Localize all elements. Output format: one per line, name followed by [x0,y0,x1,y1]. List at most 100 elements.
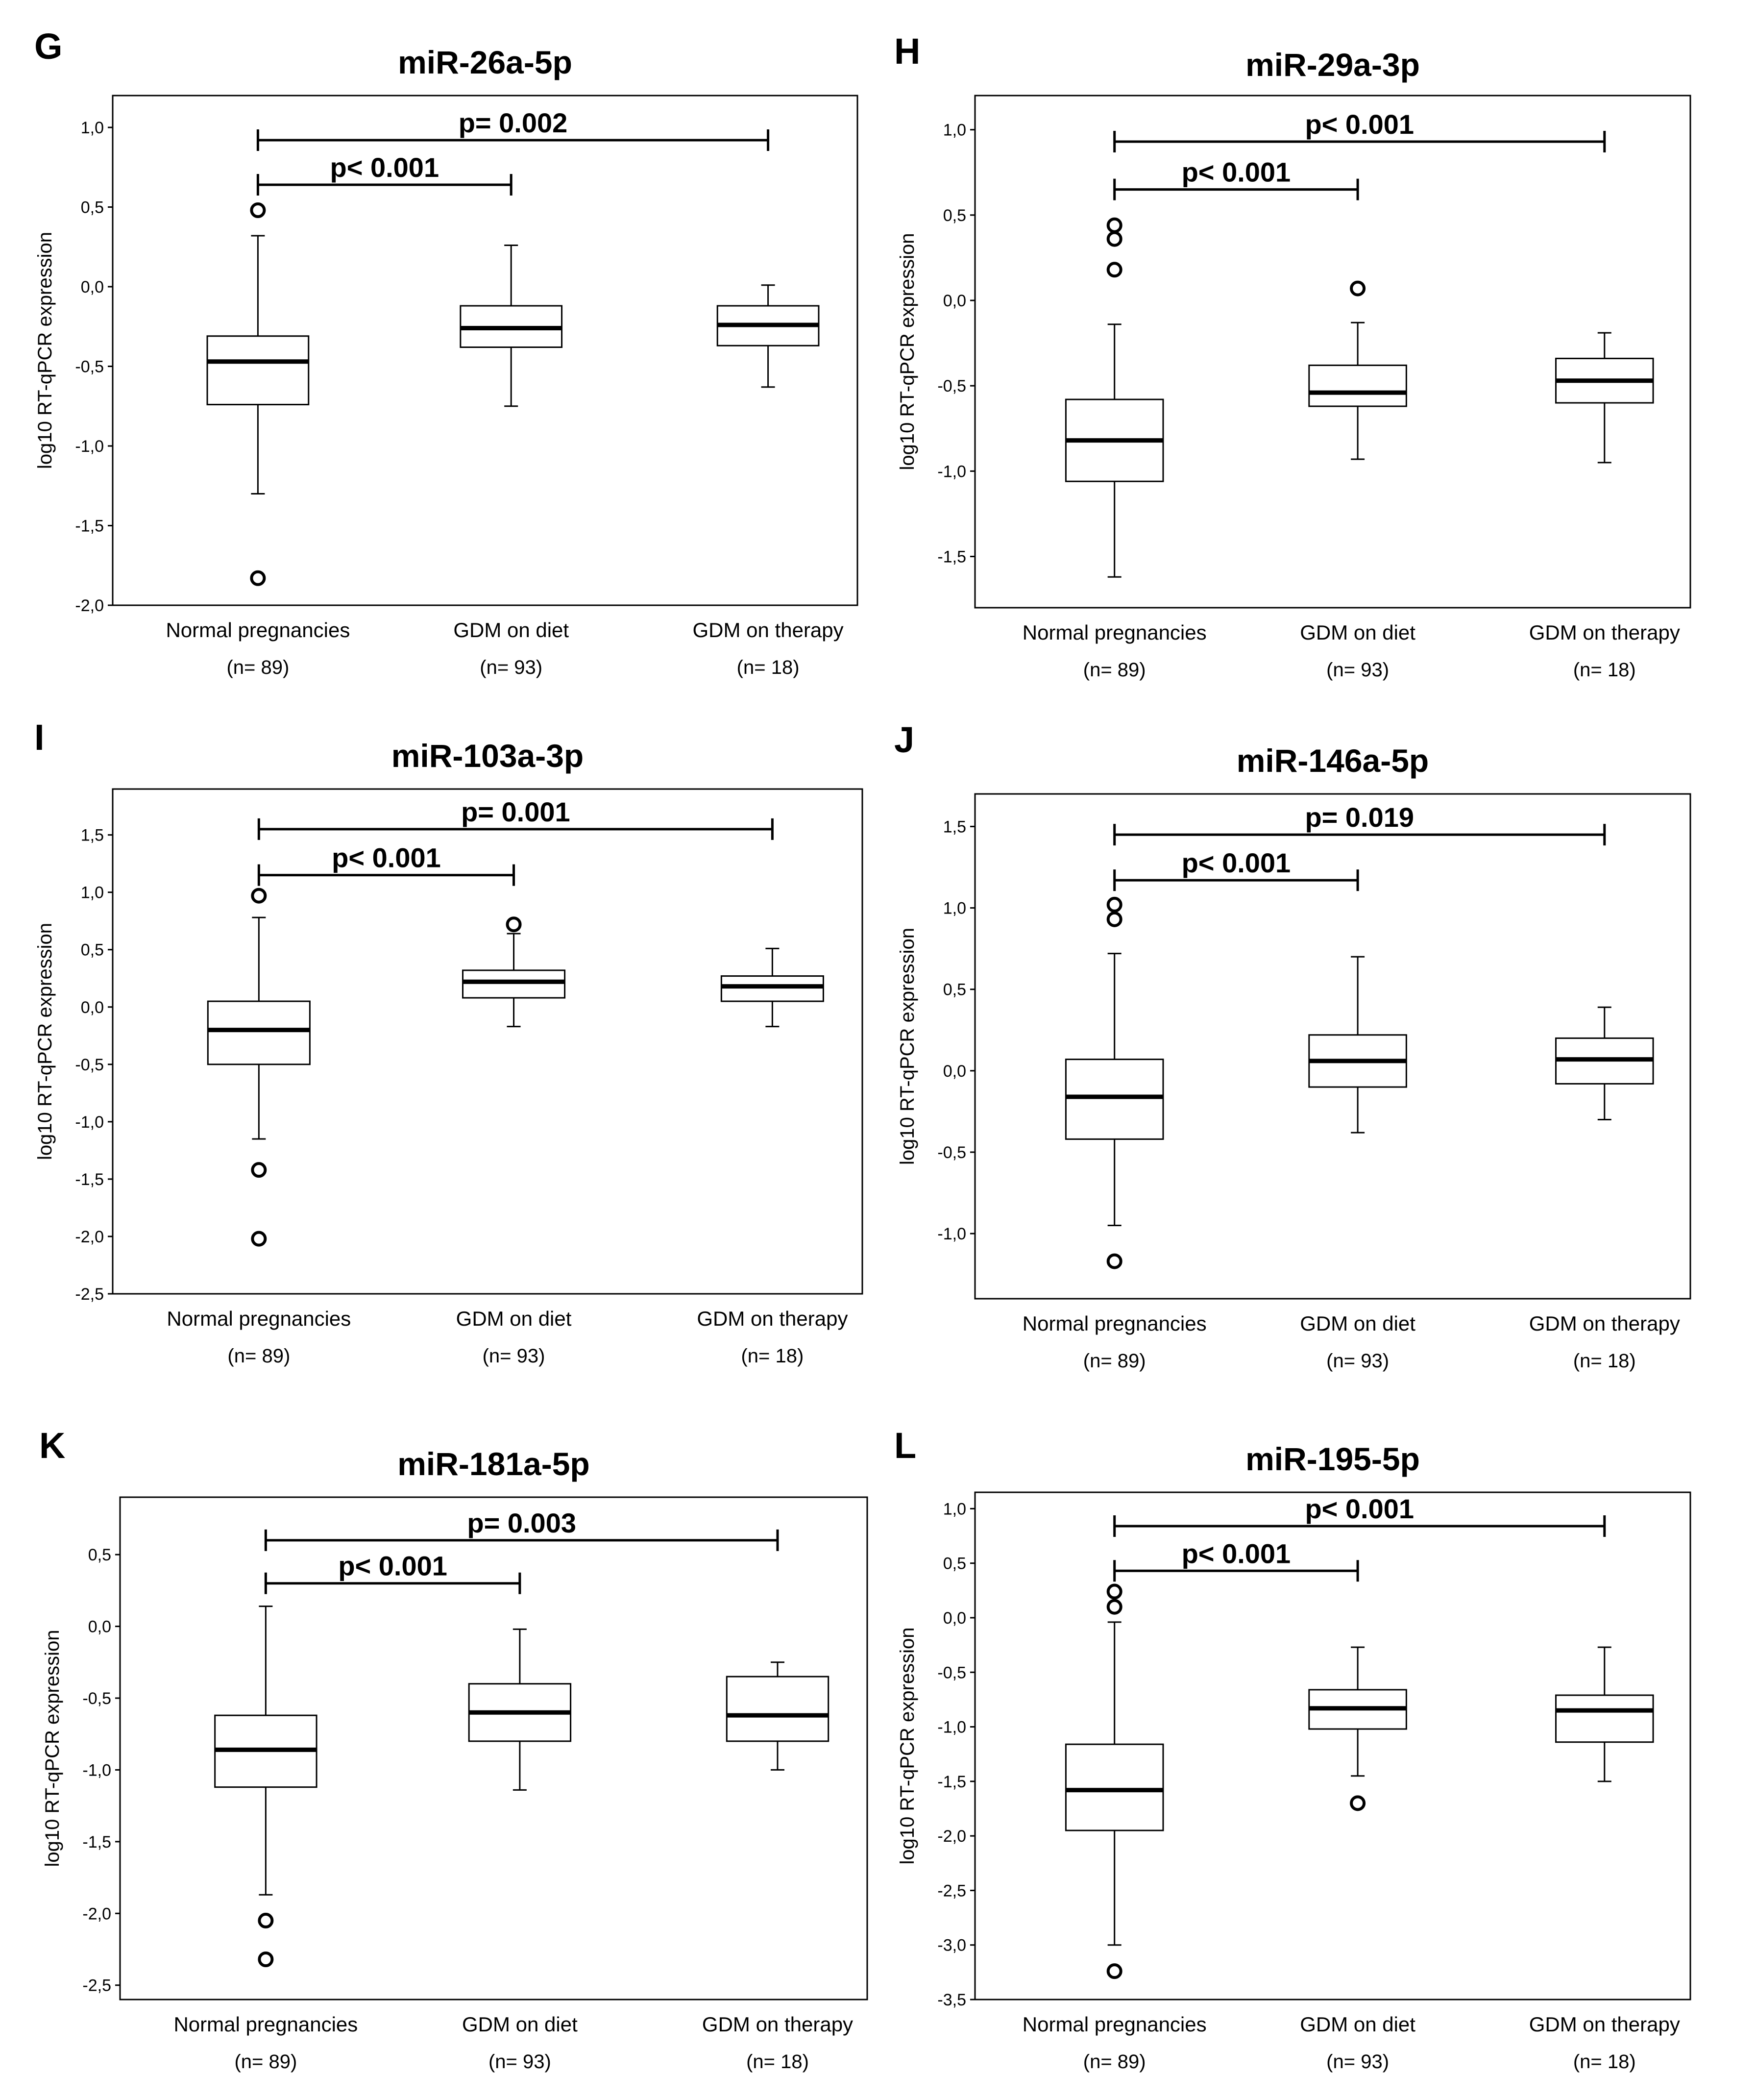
x-sample-size-label: (n= 18) [741,1345,804,1367]
x-sample-size-label: (n= 18) [1573,659,1636,681]
y-tick-label: -3,0 [937,1936,966,1955]
y-tick-label: -1,5 [75,517,104,536]
y-tick-label: -3,5 [937,1991,966,2009]
x-category-label: GDM on therapy [1529,621,1680,644]
x-category-label: GDM on therapy [1529,1312,1680,1335]
outlier-point [250,570,266,586]
x-sample-size-label: (n= 18) [1573,1350,1636,1372]
y-tick-label: 1,0 [943,899,966,918]
outlier-point [1106,217,1122,233]
y-tick-label: 0,5 [81,941,104,960]
iqr-box [1065,1059,1164,1140]
y-tick-label: -2,5 [937,1881,966,1900]
chart-title: miR-146a-5p [1237,742,1429,779]
outlier-point [1106,896,1122,913]
y-tick-label: -2,0 [75,596,104,615]
y-tick-label: -1,0 [937,462,966,481]
box-3 [1555,1006,1654,1121]
y-tick-label: 0,0 [81,998,104,1017]
y-tick-label: -1,0 [937,1718,966,1737]
y-tick-label: -2,5 [75,1285,104,1304]
significance-bracket: p= 0.019 [1113,802,1606,846]
x-sample-size-label: (n= 89) [234,2051,297,2073]
x-sample-size-label: (n= 89) [1083,1350,1146,1372]
p-value-label: p< 0.001 [330,152,439,183]
box-3 [1555,332,1654,464]
box-2 [460,245,563,407]
x-category-label: Normal pregnancies [167,1307,351,1330]
significance-bracket: p= 0.003 [264,1507,779,1551]
y-tick-label: -1,0 [75,437,104,456]
panel-letter: K [39,1425,65,1466]
y-tick-label: 1,5 [81,826,104,845]
y-tick-label: -2,0 [82,1904,111,1923]
y-tick-label: 1,5 [943,817,966,836]
x-sample-size-label: (n= 93) [1326,659,1389,681]
y-tick-label: 0,0 [943,1609,966,1628]
y-tick-label: -1,0 [75,1113,104,1132]
y-tick-label: 0,0 [943,1062,966,1081]
chart-title: miR-181a-5p [397,1446,590,1482]
box-3 [726,1661,829,1771]
y-tick-label: 1,0 [81,884,104,902]
x-category-label: GDM on diet [453,618,569,642]
plot-frame [119,1496,868,2001]
y-tick-label: -0,5 [75,1056,104,1074]
y-axis-label: log10 RT-qPCR expression [897,1628,918,1865]
y-tick-label: -1,5 [937,548,966,567]
y-axis-label: log10 RT-qPCR expression [34,923,56,1160]
iqr-box [1065,1743,1164,1831]
box-1 [214,1606,317,1967]
x-sample-size-label: (n= 89) [226,657,289,678]
x-category-label: Normal pregnancies [173,2013,358,2036]
box-2 [468,1628,572,1791]
panel-letter: L [894,1425,916,1466]
p-value-label: p= 0.002 [459,107,568,138]
y-tick-label: -1,0 [937,1225,966,1243]
y-axis-label: log10 RT-qPCR expression [897,928,918,1165]
p-value-label: p< 0.001 [1305,109,1414,140]
x-category-label: GDM on therapy [702,2013,853,2036]
box-2 [1308,956,1407,1134]
y-tick-label: -0,5 [937,377,966,395]
chart-title: miR-26a-5p [398,44,572,80]
plot-frame [974,1491,1691,2001]
box-1 [1065,217,1164,578]
p-value-label: p= 0.001 [461,796,570,827]
plot-frame [974,95,1691,609]
outlier-point [1106,1599,1122,1615]
p-value-label: p< 0.001 [1182,1538,1291,1569]
x-sample-size-label: (n= 93) [1326,1350,1389,1372]
y-tick-label: 0,0 [88,1618,111,1636]
outlier-point [251,1162,267,1178]
y-axis-label: log10 RT-qPCR expression [42,1630,63,1867]
p-value-label: p< 0.001 [1182,157,1291,188]
y-tick-label: 0,5 [81,198,104,217]
significance-bracket: p< 0.001 [1113,157,1359,200]
box-2 [462,916,566,1028]
x-sample-size-label: (n= 93) [480,657,542,678]
x-sample-size-label: (n= 18) [737,657,800,678]
significance-bracket: p< 0.001 [1113,109,1606,153]
panel-letter: G [34,26,63,67]
significance-bracket: p< 0.001 [1113,847,1359,891]
y-tick-label: 0,5 [88,1546,111,1564]
y-tick-label: 0,5 [943,206,966,225]
y-axis-label: log10 RT-qPCR expression [897,233,918,470]
y-axis-label: log10 RT-qPCR expression [34,232,56,469]
outlier-point [250,202,266,218]
outlier-point [251,888,267,904]
significance-bracket: p= 0.001 [257,796,774,840]
y-tick-label: 1,0 [81,119,104,137]
outlier-point [1350,1795,1366,1811]
box-3 [716,284,820,388]
outlier-point [258,1912,274,1928]
x-category-label: GDM on diet [1300,1312,1415,1335]
x-sample-size-label: (n= 89) [1083,2051,1146,2073]
y-tick-label: -0,5 [937,1663,966,1682]
x-category-label: Normal pregnancies [1023,621,1207,644]
y-tick-label: 1,0 [943,1500,966,1518]
